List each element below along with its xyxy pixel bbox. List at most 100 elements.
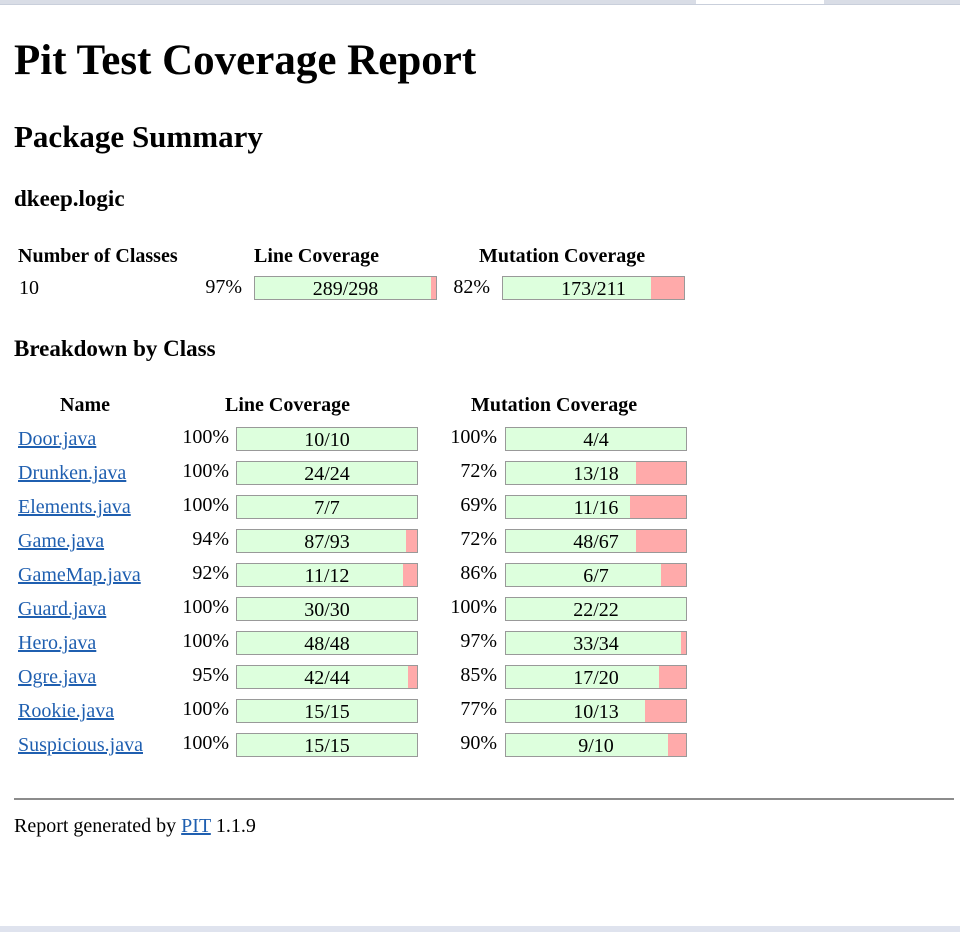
mutation-coverage-bar: 4/4 xyxy=(505,427,687,451)
line-coverage-count: 10/10 xyxy=(304,429,350,451)
line-coverage-count: 42/44 xyxy=(304,667,350,689)
summary-class-count: 10 xyxy=(19,277,39,299)
class-link[interactable]: Rookie.java xyxy=(18,700,115,722)
line-coverage-fill xyxy=(237,632,417,654)
breakdown-header-name: Name xyxy=(60,394,110,416)
summary-mutation-percent: 82% xyxy=(453,276,490,298)
summary-mutation-bar: 173/211 xyxy=(502,276,685,300)
summary-header-mutation: Mutation Coverage xyxy=(479,245,646,267)
breakdown-heading: Breakdown by Class xyxy=(14,336,216,361)
mutation-percent: 72% xyxy=(460,528,497,550)
line-coverage-count: 30/30 xyxy=(304,599,350,621)
summary-header-classes: Number of Classes xyxy=(18,245,178,267)
mutation-coverage-fill xyxy=(506,564,661,586)
summary-line-count: 289/298 xyxy=(312,278,379,300)
class-link[interactable]: Game.java xyxy=(18,530,105,552)
line-coverage-fill xyxy=(237,496,417,518)
mutation-coverage-fill xyxy=(506,462,636,484)
summary-header-line: Line Coverage xyxy=(254,245,379,267)
mutation-coverage-count: 17/20 xyxy=(573,667,619,689)
line-coverage-fill xyxy=(237,564,403,586)
mutation-percent: 86% xyxy=(460,562,497,584)
mutation-coverage-count: 22/22 xyxy=(573,599,619,621)
mutation-coverage-count: 10/13 xyxy=(573,701,619,723)
mutation-percent: 85% xyxy=(460,664,497,686)
line-coverage-bar: 15/15 xyxy=(236,699,418,723)
class-link[interactable]: Drunken.java xyxy=(18,462,127,484)
mutation-percent: 77% xyxy=(460,698,497,720)
line-coverage-fill xyxy=(237,666,408,688)
class-link[interactable]: Ogre.java xyxy=(18,666,97,688)
line-coverage-count: 15/15 xyxy=(304,701,350,723)
line-coverage-bar: 30/30 xyxy=(236,597,418,621)
mutation-coverage-fill xyxy=(506,666,659,688)
line-coverage-count: 7/7 xyxy=(314,497,340,519)
line-coverage-bar: 24/24 xyxy=(236,461,418,485)
line-percent: 100% xyxy=(182,460,229,482)
class-link[interactable]: GameMap.java xyxy=(18,564,141,586)
class-link[interactable]: Hero.java xyxy=(18,632,97,654)
summary-line-bar-fill xyxy=(255,277,431,299)
line-percent: 95% xyxy=(192,664,229,686)
class-link[interactable]: Suspicious.java xyxy=(18,734,143,756)
mutation-coverage-bar: 22/22 xyxy=(505,597,687,621)
line-percent: 100% xyxy=(182,596,229,618)
line-coverage-bar: 15/15 xyxy=(236,733,418,757)
footer-prefix: Report generated by xyxy=(14,815,177,837)
mutation-coverage-count: 4/4 xyxy=(583,429,609,451)
line-coverage-fill xyxy=(237,462,417,484)
line-coverage-count: 15/15 xyxy=(304,735,350,757)
line-coverage-fill xyxy=(237,700,417,722)
mutation-coverage-bar: 48/67 xyxy=(505,529,687,553)
footer-divider xyxy=(14,798,954,800)
mutation-coverage-fill xyxy=(506,496,631,518)
summary-mutation-count: 173/211 xyxy=(561,278,626,300)
line-coverage-count: 11/12 xyxy=(304,565,350,587)
mutation-coverage-fill xyxy=(506,530,636,552)
summary-line-percent: 97% xyxy=(205,276,242,298)
line-coverage-fill xyxy=(237,530,407,552)
pit-link[interactable]: PIT xyxy=(181,815,211,837)
mutation-coverage-bar: 6/7 xyxy=(505,563,687,587)
mutation-coverage-count: 33/34 xyxy=(573,633,619,655)
tab-strip-highlight xyxy=(696,0,824,4)
line-percent: 100% xyxy=(182,698,229,720)
mutation-coverage-fill xyxy=(506,700,645,722)
line-percent: 94% xyxy=(192,528,229,550)
mutation-coverage-bar: 10/13 xyxy=(505,699,687,723)
line-coverage-bar: 11/12 xyxy=(236,563,418,587)
breakdown-header-mutation: Mutation Coverage xyxy=(471,394,638,416)
mutation-percent: 69% xyxy=(460,494,497,516)
package-summary-heading: Package Summary xyxy=(14,119,263,154)
browser-top-edge xyxy=(0,0,960,4)
mutation-coverage-bar: 13/18 xyxy=(505,461,687,485)
mutation-coverage-count: 48/67 xyxy=(573,531,619,553)
mutation-coverage-fill xyxy=(506,734,668,756)
mutation-coverage-fill xyxy=(506,632,681,654)
mutation-coverage-count: 6/7 xyxy=(583,565,609,587)
line-coverage-count: 24/24 xyxy=(304,463,350,485)
line-percent: 100% xyxy=(182,426,229,448)
line-coverage-bar: 10/10 xyxy=(236,427,418,451)
class-link[interactable]: Door.java xyxy=(18,428,97,450)
package-name: dkeep.logic xyxy=(14,186,125,211)
breakdown-header-line: Line Coverage xyxy=(225,394,350,416)
line-percent: 100% xyxy=(182,732,229,754)
mutation-coverage-count: 13/18 xyxy=(573,463,619,485)
mutation-coverage-fill xyxy=(506,598,686,620)
class-link[interactable]: Guard.java xyxy=(18,598,107,620)
class-link[interactable]: Elements.java xyxy=(18,496,131,518)
line-percent: 100% xyxy=(182,494,229,516)
mutation-coverage-bar: 9/10 xyxy=(505,733,687,757)
line-coverage-bar: 7/7 xyxy=(236,495,418,519)
line-coverage-fill xyxy=(237,734,417,756)
mutation-percent: 100% xyxy=(450,426,497,448)
line-coverage-fill xyxy=(237,598,417,620)
line-percent: 92% xyxy=(192,562,229,584)
mutation-coverage-bar: 11/16 xyxy=(505,495,687,519)
mutation-percent: 97% xyxy=(460,630,497,652)
line-coverage-fill xyxy=(237,428,417,450)
mutation-coverage-bar: 17/20 xyxy=(505,665,687,689)
line-coverage-count: 48/48 xyxy=(304,633,350,655)
summary-line-bar: 289/298 xyxy=(254,276,437,300)
